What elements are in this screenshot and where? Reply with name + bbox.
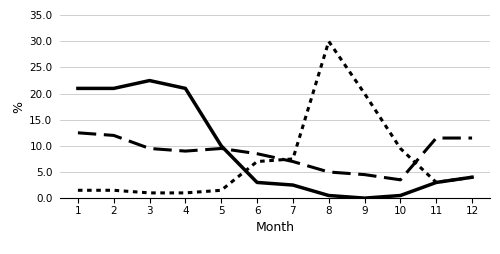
X-axis label: Month: Month (256, 221, 294, 234)
Y-axis label: %: % (12, 101, 25, 113)
